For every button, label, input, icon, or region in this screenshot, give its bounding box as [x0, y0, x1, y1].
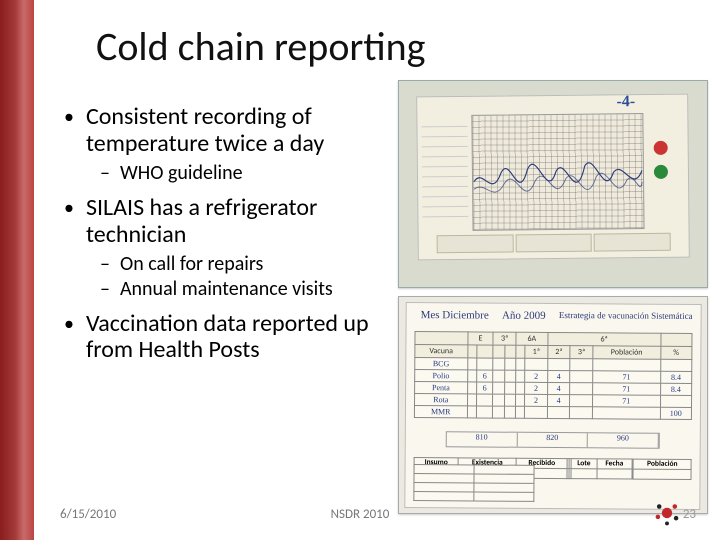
form-paper: Mes Diciembre Año 2009 Estrategia de vac… — [404, 302, 701, 510]
chart-header-number: -4- — [616, 93, 635, 111]
temperature-chart-photo: -4- — [398, 80, 708, 288]
bullet-2-sub-2: Annual maintenance visits — [100, 278, 380, 301]
form-main-table: E 3ª 6A 6ª Vacuna 1ª2ª3ª Población% BCG … — [414, 331, 693, 420]
logo-icon — [654, 500, 680, 526]
bullet-3: Vaccination data reported up from Health… — [60, 311, 380, 365]
slide: Cold chain reporting Consistent recordin… — [0, 0, 720, 540]
accent-bar — [0, 0, 34, 540]
form-mid-boxes: 810 820 960 — [446, 431, 660, 448]
form-handwriting-header: Mes Diciembre Año 2009 Estrategia de vac… — [421, 309, 693, 329]
bullet-2-text: SILAIS has a refrigerator technician — [86, 195, 380, 249]
bullet-1: Consistent recording of temperature twic… — [60, 104, 380, 185]
slide-title: Cold chain reporting — [96, 22, 656, 71]
table-row: MMR100 — [414, 406, 691, 420]
chart-bottom-boxes — [437, 233, 671, 253]
bullet-2-sub-1: On call for repairs — [100, 253, 380, 276]
chart-grid — [471, 113, 644, 231]
chart-status-dot-red — [654, 141, 668, 155]
chart-paper: -4- — [416, 94, 690, 261]
bullet-1-sub-1: WHO guideline — [100, 162, 380, 185]
form-bottom-table — [413, 464, 534, 502]
bullet-2: SILAIS has a refrigerator technician On … — [60, 195, 380, 301]
chart-status-dot-green — [654, 165, 668, 179]
footer-page-number: 23 — [683, 507, 696, 522]
bullet-list: Consistent recording of temperature twic… — [60, 104, 380, 364]
bullet-3-text: Vaccination data reported up from Health… — [86, 311, 380, 365]
chart-row-labels — [421, 117, 468, 229]
footer-center: NSDR 2010 — [0, 507, 720, 522]
vaccination-form-photo: Mes Diciembre Año 2009 Estrategia de vac… — [398, 296, 708, 514]
bullet-1-text: Consistent recording of temperature twic… — [86, 104, 380, 158]
content-area: Consistent recording of temperature twic… — [60, 104, 380, 374]
